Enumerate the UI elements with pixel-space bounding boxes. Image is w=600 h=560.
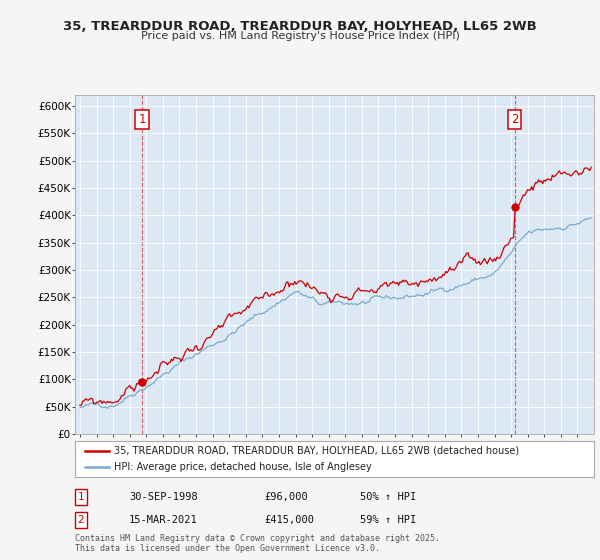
Text: £96,000: £96,000 (264, 492, 308, 502)
Text: 35, TREARDDUR ROAD, TREARDDUR BAY, HOLYHEAD, LL65 2WB (detached house): 35, TREARDDUR ROAD, TREARDDUR BAY, HOLYH… (114, 446, 519, 455)
Text: 59% ↑ HPI: 59% ↑ HPI (360, 515, 416, 525)
Text: 2: 2 (77, 515, 85, 525)
Text: 1: 1 (77, 492, 85, 502)
Text: 35, TREARDDUR ROAD, TREARDDUR BAY, HOLYHEAD, LL65 2WB: 35, TREARDDUR ROAD, TREARDDUR BAY, HOLYH… (63, 20, 537, 32)
Text: HPI: Average price, detached house, Isle of Anglesey: HPI: Average price, detached house, Isle… (114, 463, 371, 472)
Text: £415,000: £415,000 (264, 515, 314, 525)
Text: 50% ↑ HPI: 50% ↑ HPI (360, 492, 416, 502)
Text: 30-SEP-1998: 30-SEP-1998 (129, 492, 198, 502)
Text: Contains HM Land Registry data © Crown copyright and database right 2025.
This d: Contains HM Land Registry data © Crown c… (75, 534, 440, 553)
Text: 15-MAR-2021: 15-MAR-2021 (129, 515, 198, 525)
Text: 2: 2 (511, 113, 518, 127)
Text: 1: 1 (139, 113, 146, 127)
Text: Price paid vs. HM Land Registry's House Price Index (HPI): Price paid vs. HM Land Registry's House … (140, 31, 460, 41)
